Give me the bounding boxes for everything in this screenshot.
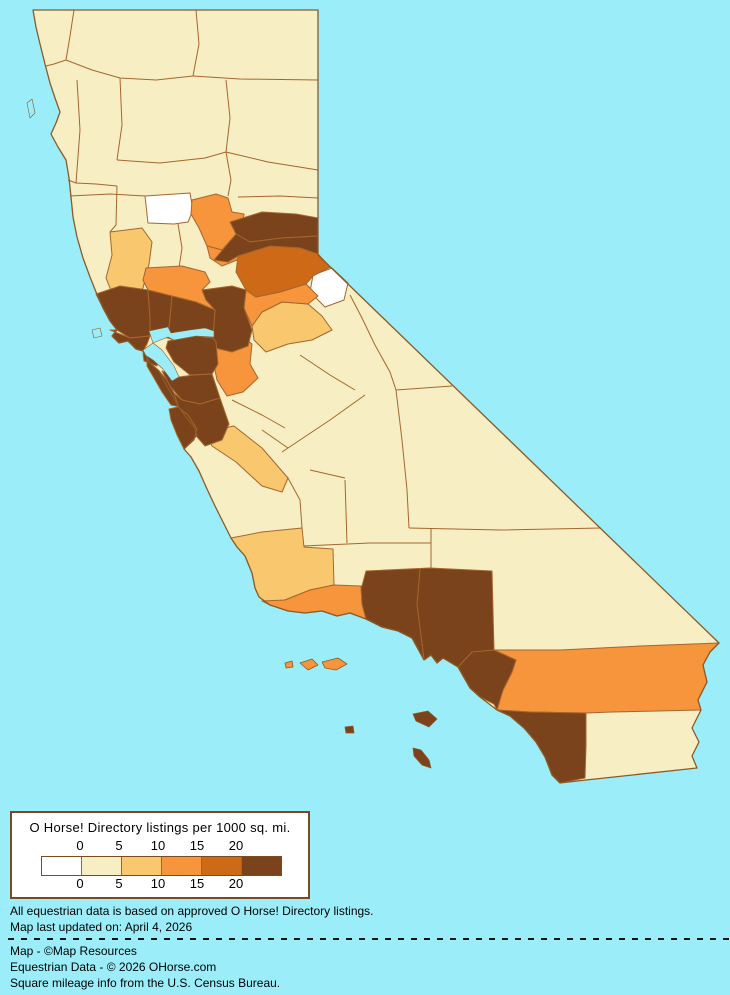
county-border-line-1 — [45, 59, 67, 67]
county-border-line-17 — [395, 385, 453, 391]
county-border-line-16 — [349, 294, 397, 391]
legend-tick-bottom-10: 10 — [150, 876, 166, 891]
water-body-3 — [91, 327, 103, 339]
water-body-1 — [142, 342, 180, 382]
san-clemente-island — [412, 747, 432, 769]
county-border-line-14 — [237, 195, 319, 199]
legend-tick-bottom-5: 5 — [115, 876, 123, 891]
legend-ticks-top: 0 5 10 15 20 — [12, 839, 308, 853]
dashed-divider — [8, 938, 730, 940]
legend-swatch-4 — [202, 857, 242, 875]
county-border-line-28 — [309, 469, 346, 479]
legend-tick-bottom-20: 20 — [228, 876, 244, 891]
legend-tick-top-0: 0 — [76, 838, 84, 853]
legend-tick-top-10: 10 — [150, 838, 166, 853]
legend-swatch-0 — [42, 857, 82, 875]
water-body-0 — [148, 326, 215, 344]
county-border-los-angeles-orange — [457, 649, 495, 668]
san-nicolas-island — [344, 725, 355, 734]
county-border-line-5 — [67, 79, 81, 184]
legend-tick-bottom-0: 0 — [76, 876, 84, 891]
county-border-line-22 — [344, 479, 348, 544]
legend-swatch-3 — [162, 857, 202, 875]
legend-title: O Horse! Directory listings per 1000 sq.… — [29, 820, 291, 835]
legend-tick-top-20: 20 — [228, 838, 244, 853]
county-border-line-23 — [287, 477, 303, 529]
california-state-outline — [32, 9, 720, 784]
county-san-benito — [205, 425, 289, 493]
county-border-line-15 — [177, 223, 183, 269]
county-border-line-9 — [116, 151, 227, 164]
water-body-2 — [26, 98, 36, 119]
county-sacramento — [201, 285, 253, 353]
county-glenn — [144, 192, 194, 225]
county-border-line-24 — [281, 394, 366, 453]
legend-color-scale — [41, 856, 282, 876]
note-data-source: All equestrian data is based on approved… — [10, 904, 374, 918]
santa-rosa-island — [299, 658, 319, 671]
legend-tick-top-5: 5 — [115, 838, 123, 853]
county-border-line-8 — [109, 185, 118, 233]
legend-box: O Horse! Directory listings per 1000 sq.… — [10, 811, 310, 899]
county-riverside — [493, 642, 720, 714]
county-border-line-7 — [75, 182, 118, 187]
legend-swatch-5 — [242, 857, 281, 875]
county-san-diego — [496, 709, 587, 784]
legend-swatch-2 — [122, 857, 162, 875]
county-border-line-19 — [408, 527, 602, 531]
county-sonoma — [95, 285, 151, 339]
legend-tick-top-15: 15 — [189, 838, 205, 853]
note-last-updated: Map last updated on: April 4, 2026 — [10, 920, 193, 934]
county-border-line-25 — [231, 399, 286, 429]
credit-census-bureau: Square mileage info from the U.S. Census… — [10, 976, 281, 990]
county-border-line-0 — [65, 9, 75, 61]
santa-cruz-island — [321, 657, 348, 671]
california-choropleth-map — [26, 9, 720, 784]
county-border-ventura-los-angeles — [416, 568, 425, 660]
county-border-line-21 — [302, 542, 431, 547]
county-border-line-10 — [225, 79, 231, 153]
santa-catalina-island — [412, 710, 438, 728]
san-miguel-island — [284, 660, 294, 669]
legend-swatch-1 — [82, 857, 122, 875]
credit-map-resources: Map - ©Map Resources — [10, 944, 137, 958]
county-border-line-12 — [225, 151, 232, 197]
county-border-line-27 — [261, 429, 289, 449]
credit-equestrian-data: Equestrian Data - © 2026 OHorse.com — [10, 960, 217, 974]
legend-ticks-bottom: 0 5 10 15 20 — [12, 877, 308, 891]
county-border-line-11 — [225, 151, 319, 171]
county-border-line-4 — [192, 75, 319, 81]
county-border-line-26 — [299, 354, 356, 391]
county-ventura-los-angeles-orange — [360, 567, 517, 711]
county-border-line-2 — [192, 9, 200, 77]
legend-tick-bottom-15: 15 — [189, 876, 205, 891]
county-border-line-13 — [69, 193, 146, 197]
county-border-line-18 — [395, 389, 410, 529]
county-border-line-6 — [116, 77, 123, 161]
